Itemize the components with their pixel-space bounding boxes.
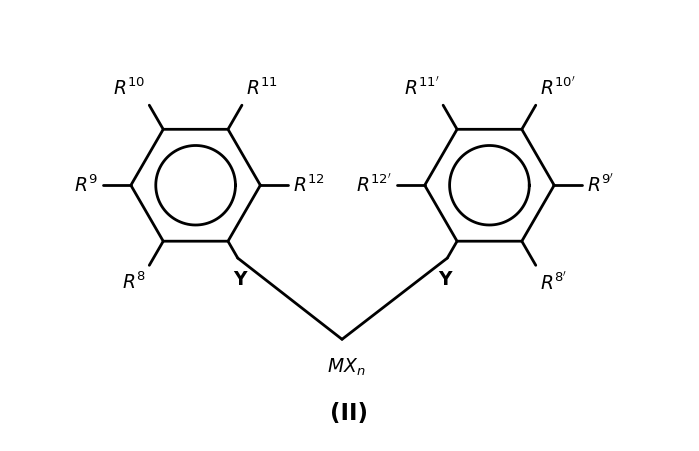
Text: Y: Y [438,270,452,289]
Text: (II): (II) [331,402,368,425]
Text: $R^{11}$: $R^{11}$ [246,78,278,99]
Text: $R^{8}$: $R^{8}$ [122,271,145,293]
Text: $R^{9'}$: $R^{9'}$ [587,174,614,197]
Text: $R^{12}$: $R^{12}$ [293,175,325,196]
Text: Y: Y [233,270,247,289]
Text: $MX_n$: $MX_n$ [327,357,366,378]
Text: $R^{9}$: $R^{9}$ [74,175,98,196]
Text: $R^{10}$: $R^{10}$ [113,78,145,99]
Text: $R^{11'}$: $R^{11'}$ [403,77,439,99]
Text: $R^{10'}$: $R^{10'}$ [540,77,575,99]
Text: $R^{8'}$: $R^{8'}$ [540,271,567,294]
Text: $R^{12'}$: $R^{12'}$ [356,174,392,197]
